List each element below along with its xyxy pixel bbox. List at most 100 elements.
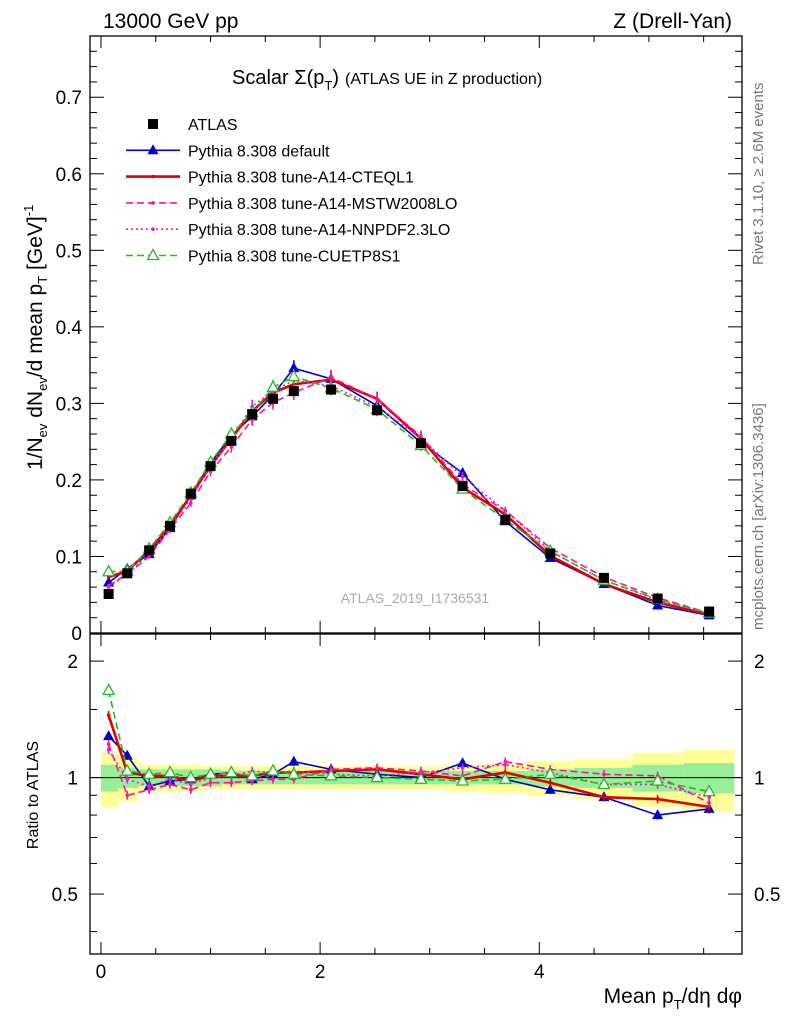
process-label: Z (Drell-Yan) [613,10,732,33]
point-ratio [460,765,465,770]
title-rest: (ATLAS UE in Z production) [345,71,542,88]
point-main [102,564,116,577]
point-main [287,369,301,382]
point-ratio [120,763,134,776]
y-axis-label: 1/Nev dNev/d mean pT [GeV]-1 [21,205,50,470]
point-ratio [224,765,238,778]
point-main [106,585,111,589]
legend-label: ATLAS [188,117,238,134]
point-ratio [498,771,512,784]
legend-marker [146,248,160,261]
point-ratio [102,683,116,696]
point-main [267,393,278,404]
ratio-tick-label: 0.5 [52,885,78,906]
rivet-side-label: Rivet 3.1.10, ≥ 2.6M events [750,83,767,266]
point-ratio [229,780,234,785]
point-ratio [548,780,553,785]
point-main [460,475,465,479]
legend-marker [148,119,158,129]
series-line-main [108,375,710,614]
point-main [164,520,175,531]
point-main [122,568,133,579]
point-main [288,362,300,373]
ratio-series-group [102,683,716,820]
point-main [144,545,155,556]
point-main [457,467,469,478]
point-main [372,405,383,416]
ratio-tick-label-right: 0.5 [754,885,780,906]
title-main: Scalar Σ(p [232,67,324,89]
y-tick-label: 0.3 [56,394,82,415]
point-main [415,438,426,449]
point-ratio [125,777,130,782]
x-axis-label: Mean pT/dη dφ [604,985,742,1012]
point-ratio [324,768,338,781]
mcplots-side-label: mcplots.cern.ch [arXiv:1306.3436] [750,403,767,630]
y-tick-label: 0.2 [56,471,82,492]
band-green [100,764,119,792]
point-ratio [457,757,469,768]
x-tick-label: 2 [315,962,326,983]
point-ratio [189,787,193,792]
y-tick-label: 0.4 [56,318,83,339]
y-tick-label: 0 [71,624,82,645]
point-ratio [707,801,711,805]
point-main [500,514,511,525]
analysis-watermark: ATLAS_2019_I1736531 [341,590,490,606]
point-ratio [287,766,301,779]
legend: ATLAS Pythia 8.308 default Pythia 8.308 tu… [126,117,457,266]
point-ratio [602,772,606,777]
title-close: ) [332,67,339,89]
legend-item: Pythia 8.308 tune-A14-NNPDF2.3LO [126,222,450,239]
point-ratio [375,765,379,770]
energy-label: 13000 GeV pp [103,10,238,33]
legend-marker [147,144,159,155]
y-tick-label: 0.5 [56,241,82,262]
point-ratio [651,773,665,786]
series-line-main [108,378,710,616]
point-ratio [184,770,198,783]
ratio-y-label: Ratio to ATLAS [25,741,42,849]
legend-item: ATLAS [148,117,238,134]
x-tick-label: 0 [96,962,107,983]
point-main [329,375,333,380]
point-main [103,588,114,599]
point-ratio [125,793,130,798]
point-main [247,409,258,420]
plot-title: Scalar Σ(pT) (ATLAS UE in Z production) [232,67,542,93]
point-ratio [414,771,428,784]
point-main [457,481,468,492]
y-tick-label: 0.7 [56,88,82,109]
point-main [503,508,508,513]
point-ratio [370,770,384,783]
legend-item: Pythia 8.308 tune-CUETP8S1 [126,248,401,266]
point-main [652,599,664,610]
legend-item: Pythia 8.308 tune-A14-CTEQL1 [126,170,414,187]
y-tick-label: 0.1 [56,547,82,568]
point-main [185,488,196,499]
ratio-frame [89,633,743,955]
y-tick-label: 0.6 [56,165,82,186]
point-ratio [544,783,556,794]
series-line-main [108,379,710,615]
x-tick-label: 4 [534,962,545,983]
ratio-tick-label-right: 2 [754,652,765,673]
point-ratio [106,747,111,752]
point-main [545,548,556,559]
point-ratio [702,784,716,797]
legend-marker [151,174,155,179]
point-ratio [189,782,193,787]
legend-label: Pythia 8.308 tune-A14-CTEQL1 [188,170,414,187]
point-ratio [271,777,275,782]
legend-label: Pythia 8.308 tune-A14-MSTW2008LO [188,196,457,213]
point-ratio [655,797,660,801]
point-ratio [203,766,218,779]
point-ratio [602,795,606,799]
legend-label: Pythia 8.308 default [188,143,330,160]
point-main [226,435,237,446]
legend-label: Pythia 8.308 tune-A14-NNPDF2.3LO [188,222,450,239]
series-line-main [108,367,710,617]
point-ratio [266,763,280,776]
point-ratio [168,782,172,787]
point-ratio [142,766,156,779]
